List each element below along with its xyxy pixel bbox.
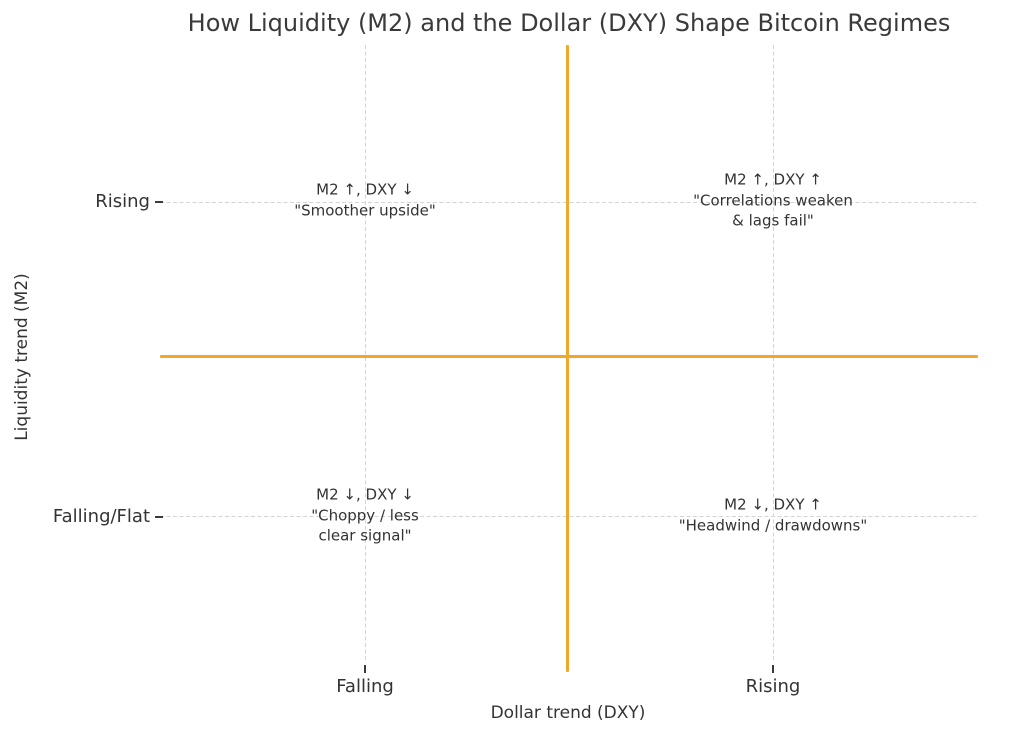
x-tick-mark-rising	[772, 665, 774, 673]
quadrant-annotation-bottom-left: M2 ↓, DXY ↓ "Choppy / less clear signal"	[311, 484, 419, 546]
quadrant-annotation-bottom-right: M2 ↓, DXY ↑ "Headwind / drawdowns"	[679, 495, 868, 536]
x-axis-label: Dollar trend (DXY)	[490, 703, 646, 723]
x-tick-mark-falling	[364, 665, 366, 673]
plot-area	[155, 45, 978, 673]
annotation-line: & lags fail"	[732, 211, 814, 230]
annotation-line: M2 ↓, DXY ↑	[724, 495, 822, 514]
annotation-line: "Correlations weaken	[693, 190, 853, 209]
y-axis-label: Liquidity trend (M2)	[12, 273, 32, 441]
quadrant-annotation-top-right: M2 ↑, DXY ↑ "Correlations weaken & lags …	[693, 169, 853, 231]
annotation-line: "Headwind / drawdowns"	[678, 516, 868, 534]
annotation-line: M2 ↓, DXY ↓	[316, 485, 414, 504]
crosshair-horizontal-line	[160, 355, 978, 358]
y-tick-label-falling-flat: Falling/Flat	[52, 506, 150, 527]
x-tick-label-rising: Rising	[745, 676, 801, 697]
annotation-line: "Smoother upside"	[294, 201, 436, 219]
chart-title: How Liquidity (M2) and the Dollar (DXY) …	[187, 9, 951, 37]
gridline-vertical-rising	[773, 45, 774, 663]
gridline-horizontal-rising	[160, 202, 978, 203]
annotation-line: clear signal"	[318, 526, 412, 545]
quadrant-annotation-top-left: M2 ↑, DXY ↓ "Smoother upside"	[294, 180, 436, 221]
y-tick-mark-falling-flat	[155, 516, 163, 518]
crosshair-vertical-line	[566, 45, 569, 672]
gridline-horizontal-falling-flat	[160, 516, 978, 517]
annotation-line: M2 ↑, DXY ↓	[316, 180, 414, 199]
y-tick-label-rising: Rising	[95, 191, 150, 212]
x-tick-label-falling: Falling	[336, 676, 394, 697]
gridline-vertical-falling	[365, 45, 366, 663]
y-tick-mark-rising	[155, 201, 163, 203]
annotation-line: "Choppy / less	[311, 505, 419, 524]
annotation-line: M2 ↑, DXY ↑	[724, 170, 822, 189]
